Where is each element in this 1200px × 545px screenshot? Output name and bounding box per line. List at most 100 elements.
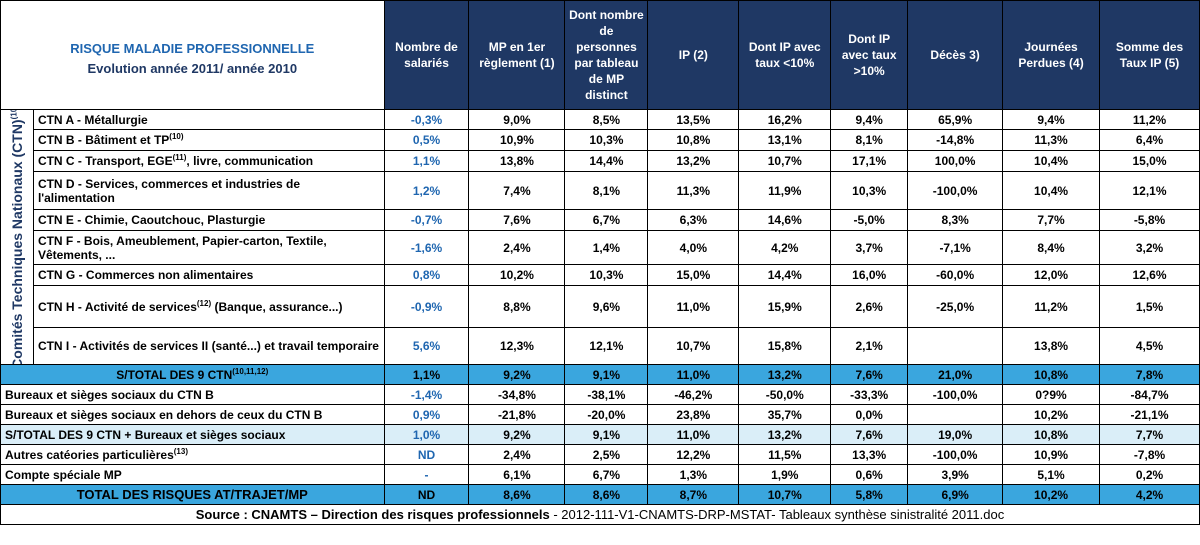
value-cell: -1,6% — [383, 230, 470, 265]
column-header: MP en 1er règlement (1) — [468, 0, 566, 110]
value-cell: -7,1% — [907, 230, 1004, 265]
value-cell: 9,6% — [564, 285, 649, 328]
value-cell: 14,4% — [738, 264, 832, 286]
row-label: CTN F - Bois, Ameublement, Papier-carton… — [32, 230, 385, 265]
value-cell: 2,1% — [830, 327, 909, 365]
row-label: CTN D - Services, commerces et industrie… — [32, 171, 385, 210]
value-cell: 4,2% — [738, 230, 832, 265]
value-cell — [907, 404, 1004, 425]
title-line-1: RISQUE MALADIE PROFESSIONNELLE — [70, 41, 315, 56]
value-cell: - — [383, 464, 470, 485]
value-cell: 15,0% — [647, 264, 740, 286]
value-cell: 5,8% — [830, 484, 909, 505]
row-label: CTN E - Chimie, Caoutchouc, Plasturgie — [32, 209, 385, 231]
value-cell: 0,8% — [383, 264, 470, 286]
value-cell: 10,3% — [830, 171, 909, 210]
row-label-text: TOTAL DES RISQUES AT/TRAJET/MP — [76, 486, 308, 502]
value-cell: 8,1% — [830, 129, 909, 151]
row-label: S/TOTAL DES 9 CTN(10,11,12) — [0, 364, 385, 385]
row-label-text: CTN D - Services, commerces et industrie… — [37, 176, 301, 205]
value-cell: 13,8% — [468, 150, 566, 172]
value-cell: -1,4% — [383, 384, 470, 405]
value-cell: 9,0% — [468, 109, 566, 130]
table-row: Bureaux et sièges sociaux du CTN B -1,4% -… — [0, 384, 1200, 405]
column-header: Journées Perdues (4) — [1002, 0, 1100, 110]
value-cell: 6,4% — [1099, 129, 1200, 151]
value-cell: 3,7% — [830, 230, 909, 265]
row-label: Compte spéciale MP — [0, 464, 385, 485]
value-cell: 13,2% — [738, 424, 832, 445]
value-cell: 4,2% — [1099, 484, 1200, 505]
value-cell: -0,3% — [383, 109, 470, 130]
side-label-main: Comités Techniques Nationaux (CTN) — [8, 119, 25, 365]
value-cell: 8,1% — [564, 171, 649, 210]
value-cell: 8,5% — [564, 109, 649, 130]
value-cell: -38,1% — [564, 384, 649, 405]
table-row: Comités Techniques Nationaux (CTN)(10) CT… — [0, 109, 1200, 365]
value-cell: 1,9% — [738, 464, 832, 485]
value-cell: 8,4% — [1002, 230, 1100, 265]
value-cell: -46,2% — [647, 384, 740, 405]
value-cell: 5,1% — [1002, 464, 1100, 485]
value-cell: -21,1% — [1099, 404, 1200, 425]
value-cell: 9,1% — [564, 424, 649, 445]
table-row: CTN E - Chimie, Caoutchouc, Plasturgie -0… — [1, 209, 1200, 231]
value-cell: -5,0% — [830, 209, 909, 231]
value-cell: 0,0% — [830, 404, 909, 425]
row-label: TOTAL DES RISQUES AT/TRAJET/MP — [0, 484, 385, 505]
value-cell: 13,2% — [647, 150, 740, 172]
value-cell: 12,2% — [647, 444, 740, 465]
value-cell: 7,7% — [1002, 209, 1100, 231]
value-cell: -100,0% — [907, 384, 1004, 405]
value-cell: 1,0% — [383, 424, 470, 445]
column-header: Nombre de salariés — [383, 0, 470, 110]
value-cell: 12,1% — [564, 327, 649, 365]
value-cell: 15,8% — [738, 327, 832, 365]
value-cell: -100,0% — [907, 444, 1004, 465]
value-cell: 7,6% — [830, 364, 909, 385]
row-label-tail: , livre, communication — [186, 154, 314, 168]
row-label: Bureaux et sièges sociaux en dehors de c… — [0, 404, 385, 425]
column-header: Décès 3) — [907, 0, 1004, 110]
value-cell: -34,8% — [468, 384, 566, 405]
title-line-2: Evolution année 2011/ année 2010 — [87, 61, 298, 76]
value-cell: -50,0% — [738, 384, 832, 405]
footnote-ref: (12) — [196, 298, 212, 308]
value-cell: 13,8% — [1002, 327, 1100, 365]
value-cell: 10,4% — [1002, 150, 1100, 172]
value-cell: 1,1% — [383, 150, 470, 172]
column-header: IP (2) — [647, 0, 740, 110]
table-row: CTN H - Activité de services(12) (Banque… — [1, 285, 1200, 328]
value-cell: -5,8% — [1099, 209, 1200, 231]
row-label: CTN C - Transport, EGE(11), livre, commu… — [32, 150, 385, 172]
value-cell: 2,4% — [468, 444, 566, 465]
row-label-text: Compte spéciale MP — [5, 467, 122, 482]
value-cell: 1,3% — [647, 464, 740, 485]
value-cell: 2,4% — [468, 230, 566, 265]
row-label-text: CTN H - Activité de services — [37, 299, 197, 314]
row-label-text: S/TOTAL DES 9 CTN + Bureaux et sièges so… — [5, 427, 286, 442]
value-cell: 14,6% — [738, 209, 832, 231]
table-row: CTN C - Transport, EGE(11), livre, commu… — [1, 150, 1200, 172]
table-row: Compte spéciale MP -6,1% 6,7% 1,3% 1,9% 0,6% 3… — [0, 464, 1200, 485]
row-label-text: CTN A - Métallurgie — [37, 112, 148, 127]
value-cell: 10,7% — [738, 484, 832, 505]
value-cell: 12,6% — [1099, 264, 1200, 286]
value-cell: 3,2% — [1099, 230, 1200, 265]
value-cell: 1,2% — [383, 171, 470, 210]
value-cell: 10,8% — [1002, 364, 1100, 385]
value-cell: 7,4% — [468, 171, 566, 210]
value-cell: 15,9% — [738, 285, 832, 328]
value-cell: 11,0% — [647, 424, 740, 445]
value-cell: 65,9% — [907, 109, 1004, 130]
value-cell: -60,0% — [907, 264, 1004, 286]
row-label-tail: (Banque, assurance...) — [211, 299, 343, 314]
row-label: Bureaux et sièges sociaux du CTN B — [0, 384, 385, 405]
column-header: Dont nombre de personnes par tableau de … — [564, 0, 649, 110]
value-cell: -14,8% — [907, 129, 1004, 151]
value-cell: 15,0% — [1099, 150, 1200, 172]
value-cell: -20,0% — [564, 404, 649, 425]
value-cell: 0,2% — [1099, 464, 1200, 485]
source-note: Source : CNAMTS – Direction des risques … — [0, 504, 1200, 525]
value-cell: 6,3% — [647, 209, 740, 231]
